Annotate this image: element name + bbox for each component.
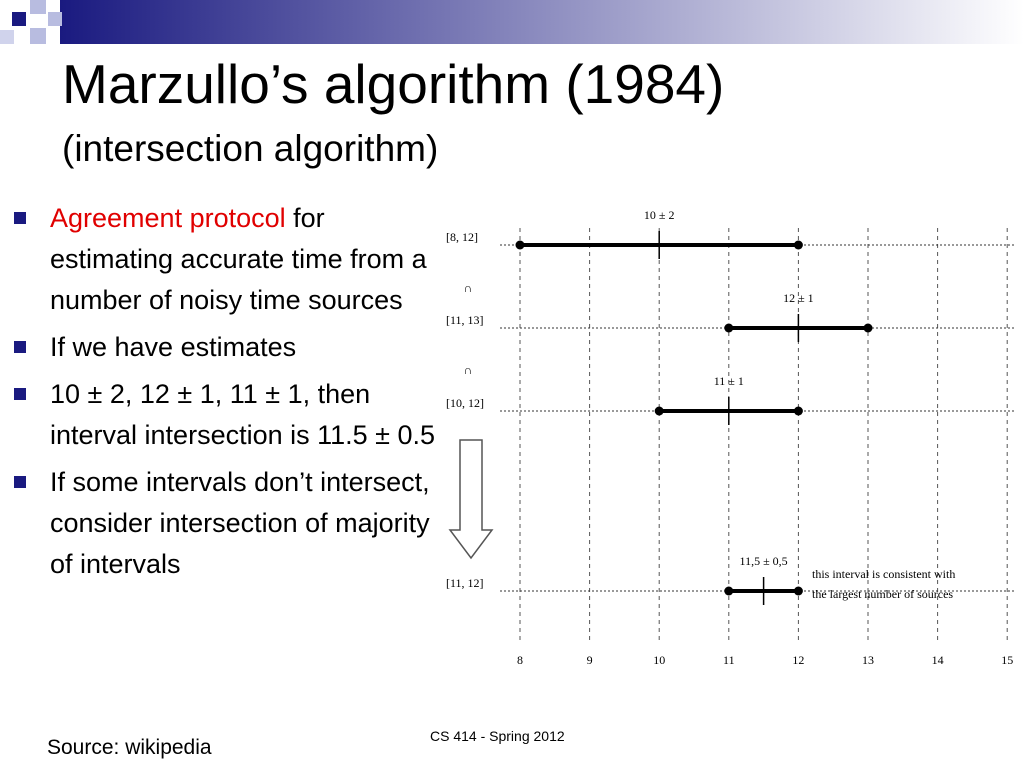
axis-label: 11 bbox=[723, 653, 735, 667]
bullet: If we have estimates bbox=[0, 327, 435, 368]
range-label: [11, 12] bbox=[446, 576, 484, 590]
subtitle: (intersection algorithm) bbox=[62, 128, 439, 169]
estimate-label: 10 ± 2 bbox=[644, 208, 675, 222]
diagram: 8 9 10 11 12 13 14 15 [8, 12] 10 ± 2 [11, 13] 12 ± … bbox=[446, 208, 1015, 667]
estimate-label: 12 ± 1 bbox=[783, 291, 814, 305]
endpoint bbox=[863, 323, 873, 333]
bullet: If some intervals don’t intersect, consi… bbox=[0, 462, 435, 585]
axis-label: 15 bbox=[1001, 653, 1013, 667]
endpoint bbox=[793, 240, 803, 250]
endpoint bbox=[515, 240, 525, 250]
axis-label: 9 bbox=[587, 653, 593, 667]
endpoint bbox=[724, 323, 734, 333]
endpoint bbox=[793, 586, 803, 596]
bullet-list: Agreement protocol for estimating accura… bbox=[0, 198, 440, 591]
axis-label: 12 bbox=[792, 653, 804, 667]
bullet: 10 ± 2, 12 ± 1, 11 ± 1, then interval in… bbox=[0, 374, 435, 456]
bullet: Agreement protocol for estimating accura… bbox=[0, 198, 435, 321]
axis-label: 10 bbox=[653, 653, 665, 667]
operator: ∩ bbox=[464, 281, 473, 295]
title: Marzullo’s algorithm (1984) bbox=[62, 53, 725, 115]
endpoint bbox=[724, 586, 734, 596]
axis-label: 8 bbox=[517, 653, 523, 667]
range-label: [11, 13] bbox=[446, 313, 484, 327]
bullet-text: If some intervals don’t intersect, consi… bbox=[50, 467, 430, 579]
estimate-label: 11,5 ± 0,5 bbox=[740, 554, 788, 568]
endpoint bbox=[654, 406, 664, 416]
estimate-label: 11 ± 1 bbox=[714, 374, 744, 388]
range-label: [8, 12] bbox=[446, 230, 478, 244]
range-label: [10, 12] bbox=[446, 396, 484, 410]
note: the largest number of sources bbox=[812, 587, 953, 601]
axis-label: 13 bbox=[862, 653, 874, 667]
bullet-text: 10 ± 2, 12 ± 1, 11 ± 1, then interval in… bbox=[50, 379, 436, 450]
arrow bbox=[448, 439, 494, 560]
endpoint bbox=[793, 406, 803, 416]
highlight: Agreement protocol bbox=[50, 203, 286, 233]
note: this interval is consistent with bbox=[812, 567, 955, 581]
axis-label: 14 bbox=[932, 653, 944, 667]
source: Source: wikipedia bbox=[47, 736, 212, 759]
bullet-text: for estimating accurate time from a numb… bbox=[50, 203, 427, 315]
footer: CS 414 - Spring 2012 bbox=[430, 728, 565, 744]
operator: ∩ bbox=[464, 363, 473, 377]
bullet-text: If we have estimates bbox=[50, 332, 297, 362]
